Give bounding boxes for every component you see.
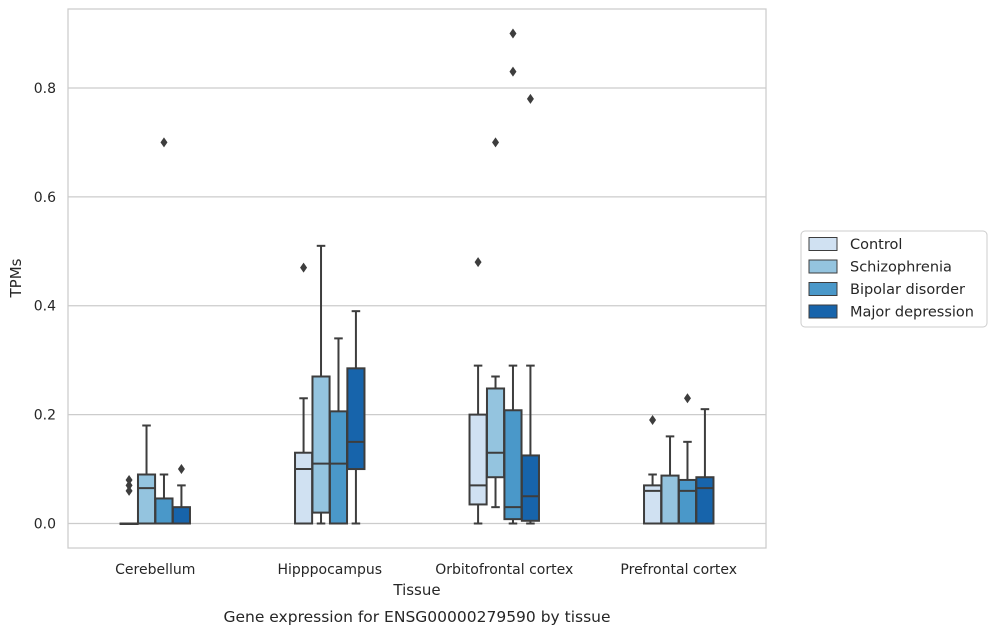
box-body (485, 387, 506, 479)
box-series (119, 28, 715, 525)
outlier-point (526, 93, 534, 104)
legend-swatch (808, 259, 838, 274)
x-tick-label: Orbitofrontal cortex (435, 562, 573, 578)
box-body (695, 476, 715, 525)
box-body (294, 451, 314, 525)
box-body (660, 474, 680, 525)
legend-swatch (808, 237, 838, 251)
y-axis-label: TPMs (7, 258, 25, 298)
y-tick-label: 0.4 (34, 299, 56, 315)
y-tick-label: 0.2 (34, 408, 56, 424)
y-tick-label: 0.0 (34, 517, 56, 533)
box-body (520, 454, 540, 522)
outlier-point (683, 393, 691, 404)
legend-box (800, 230, 988, 328)
outlier-point (125, 480, 133, 491)
legend-swatch (808, 282, 838, 296)
box-control (119, 474, 139, 525)
box-major-depression (695, 408, 715, 525)
outlier-point (649, 415, 657, 426)
legend-swatch (808, 304, 838, 319)
y-axis-ticks: 0.0 0.2 0.4 0.6 0.8 (34, 81, 56, 533)
box-major-depression (171, 464, 191, 525)
box-body (311, 375, 331, 514)
legend-label: Bipolar disorder (850, 282, 965, 298)
legend-label: Schizophrenia (850, 260, 952, 276)
plot-frame (67, 8, 767, 549)
box-body (468, 413, 488, 506)
box-body (171, 506, 191, 525)
box-major-depression (346, 310, 366, 525)
x-axis-label: Tissue (392, 581, 440, 599)
outlier-point (509, 28, 517, 39)
legend-label: Major depression (850, 305, 974, 321)
box-schizophrenia (136, 424, 157, 525)
box-body (328, 410, 349, 525)
outlier-point (125, 485, 133, 496)
x-tick-label: Cerebellum (115, 562, 195, 578)
chart-caption: Gene expression for ENSG00000279590 by t… (223, 608, 610, 626)
outlier-point (474, 257, 482, 268)
outlier-point (300, 262, 308, 273)
outlier-point (492, 137, 500, 148)
box-body (346, 367, 366, 471)
outlier-point (125, 474, 133, 485)
box-body (677, 478, 698, 525)
y-tick-label: 0.8 (34, 81, 56, 97)
x-tick-label: Hipppocampus (277, 562, 382, 578)
legend: Control Schizophrenia Bipolar disorder Majo… (800, 230, 988, 328)
legend-label: Control (850, 237, 902, 253)
outlier-point (509, 66, 517, 77)
box-schizophrenia (311, 244, 331, 525)
outlier-point (177, 464, 185, 475)
box-bipolar-disorder (328, 337, 349, 525)
box-schizophrenia (485, 137, 506, 509)
box-body (154, 497, 174, 525)
box-body (136, 473, 157, 525)
outlier-point (160, 137, 168, 148)
y-tick-label: 0.6 (34, 190, 56, 206)
box-bipolar-disorder (154, 137, 174, 525)
box-body (503, 409, 523, 521)
box-major-depression (520, 93, 540, 525)
x-axis-ticks: Cerebellum Hipppocampus Orbitofrontal cort… (115, 562, 737, 578)
x-tick-label: Prefrontal cortex (620, 562, 737, 578)
